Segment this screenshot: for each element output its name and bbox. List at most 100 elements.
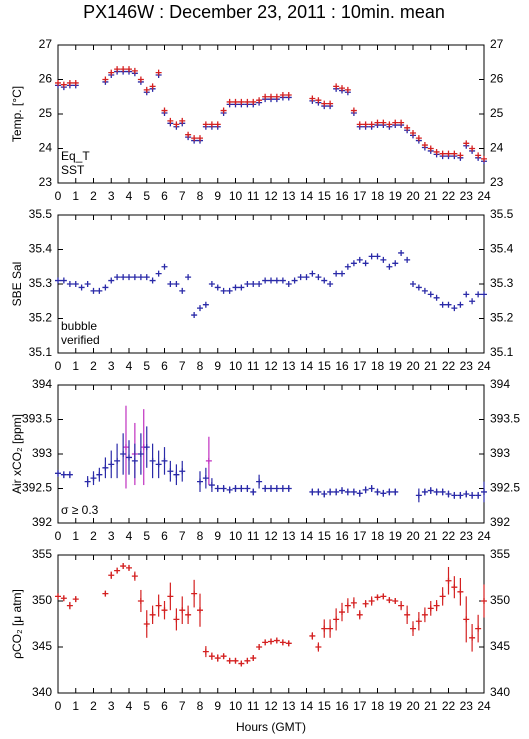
y-tick-label: 350 xyxy=(32,593,52,607)
data-point xyxy=(238,485,245,492)
x-tick-label: 0 xyxy=(55,529,62,543)
data-point xyxy=(303,274,310,281)
data-point xyxy=(244,281,251,287)
data-point xyxy=(356,490,363,497)
legend-entry: Eq_T xyxy=(61,149,90,163)
y-tick-label-right: 35.2 xyxy=(490,311,514,325)
x-tick-label: 19 xyxy=(389,189,403,203)
y-tick-label: 35.4 xyxy=(29,242,53,256)
data-point xyxy=(173,471,180,478)
data-point xyxy=(410,129,416,136)
data-point xyxy=(244,98,251,105)
data-point xyxy=(445,301,452,308)
data-point xyxy=(232,98,239,105)
data-point xyxy=(380,593,387,600)
data-point xyxy=(268,277,274,284)
data-point xyxy=(155,461,162,468)
data-point xyxy=(108,461,115,468)
x-tick-label: 21 xyxy=(424,699,438,713)
y-tick-label: 24 xyxy=(39,141,53,155)
x-tick-label: 7 xyxy=(179,529,186,543)
y-tick-label: 392.5 xyxy=(22,481,52,495)
data-point xyxy=(398,602,405,609)
data-point xyxy=(197,478,203,485)
data-point xyxy=(356,121,363,128)
legend-entry: verified xyxy=(61,333,100,347)
x-tick-label: 5 xyxy=(143,359,150,373)
x-tick-label: 23 xyxy=(460,529,474,543)
data-point xyxy=(469,492,476,499)
data-point xyxy=(90,475,97,482)
data-point xyxy=(250,655,257,662)
data-point xyxy=(262,93,269,100)
data-point xyxy=(475,152,482,159)
data-point xyxy=(380,119,387,126)
data-point xyxy=(60,595,67,602)
data-point xyxy=(108,69,115,76)
data-point xyxy=(197,305,203,312)
x-tick-label: 15 xyxy=(318,359,332,373)
legend-entry: SST xyxy=(61,163,85,177)
data-point xyxy=(362,600,369,607)
data-point xyxy=(380,490,387,497)
x-tick-label: 12 xyxy=(264,699,278,713)
data-point xyxy=(197,135,203,142)
data-point xyxy=(327,488,334,495)
x-tick-label: 0 xyxy=(55,359,62,373)
data-point xyxy=(410,625,416,632)
x-tick-label: 21 xyxy=(424,189,438,203)
y-tick-label: 35.5 xyxy=(29,207,53,221)
data-point xyxy=(173,281,180,287)
y-tick-label: 35.1 xyxy=(29,345,53,359)
data-point xyxy=(143,444,150,451)
data-point xyxy=(339,270,345,277)
data-point xyxy=(380,256,387,263)
x-tick-label: 5 xyxy=(143,189,150,203)
data-point xyxy=(445,150,452,157)
data-point xyxy=(238,660,245,667)
data-point xyxy=(457,588,464,595)
data-point xyxy=(102,76,109,83)
data-point xyxy=(149,611,156,618)
data-point xyxy=(469,145,476,152)
y-tick-label-right: 35.3 xyxy=(490,276,514,290)
x-tick-label: 23 xyxy=(460,359,474,373)
data-point xyxy=(55,79,61,86)
data-point xyxy=(327,625,334,632)
y-tick-label: 340 xyxy=(32,685,52,699)
data-point xyxy=(226,486,233,493)
data-point xyxy=(131,573,138,580)
data-point xyxy=(120,563,127,570)
data-point xyxy=(392,598,399,604)
y-tick-label: 35.2 xyxy=(29,311,53,325)
x-tick-label: 12 xyxy=(264,189,278,203)
data-point xyxy=(256,478,263,485)
data-point xyxy=(114,66,121,73)
data-point xyxy=(202,301,209,308)
x-tick-label: 8 xyxy=(197,359,204,373)
y-tick-label: 25 xyxy=(39,106,53,120)
x-tick-label: 14 xyxy=(300,529,314,543)
data-point xyxy=(214,121,221,128)
y-tick-label-right: 340 xyxy=(490,685,510,699)
y-tick-label: 393.5 xyxy=(22,412,52,426)
x-tick-label: 21 xyxy=(424,529,438,543)
x-tick-label: 4 xyxy=(126,699,133,713)
y-tick-label-right: 394 xyxy=(490,377,510,391)
data-point xyxy=(167,281,174,287)
data-point xyxy=(398,119,405,126)
x-tick-label: 0 xyxy=(55,699,62,713)
x-tick-label: 18 xyxy=(371,529,385,543)
data-point xyxy=(463,616,470,623)
y-axis-label: SBE Sal xyxy=(10,262,24,307)
data-point xyxy=(191,135,198,142)
y-tick-label-right: 392.5 xyxy=(490,481,520,495)
data-point xyxy=(457,152,464,159)
x-tick-label: 5 xyxy=(143,529,150,543)
data-point xyxy=(339,609,345,616)
data-point xyxy=(368,598,375,604)
data-point xyxy=(291,277,298,284)
x-tick-label: 18 xyxy=(371,359,385,373)
y-tick-label-right: 350 xyxy=(490,593,510,607)
